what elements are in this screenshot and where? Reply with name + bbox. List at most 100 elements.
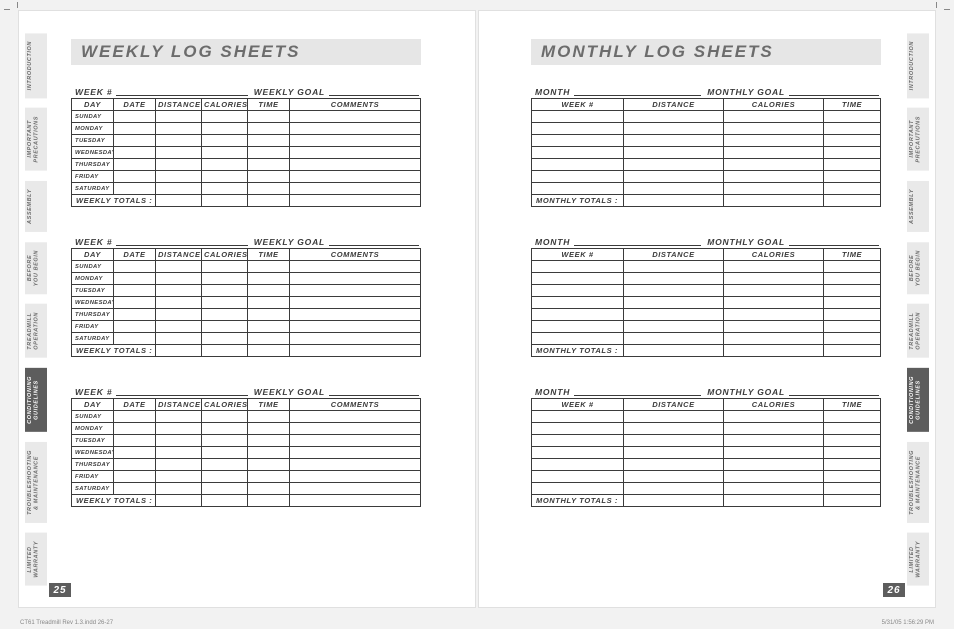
table-row: SUNDAY	[72, 261, 421, 273]
log-cell	[824, 309, 881, 321]
log-cell	[532, 333, 624, 345]
table-row: SATURDAY	[72, 333, 421, 345]
log-cell	[824, 333, 881, 345]
day-label: TUESDAY	[72, 435, 114, 447]
monthly-log-block: MONTHMONTHLY GOALWEEK #DISTANCECALORIEST…	[531, 237, 881, 357]
log-cell	[624, 297, 724, 309]
column-header: DISTANCE	[624, 249, 724, 261]
column-header: WEEK #	[532, 249, 624, 261]
column-header: DATE	[114, 99, 156, 111]
column-header: WEEK #	[532, 99, 624, 111]
log-cell	[532, 171, 624, 183]
month-label: MONTH	[531, 387, 572, 398]
log-cell	[248, 171, 290, 183]
log-cell	[824, 447, 881, 459]
log-cell	[156, 483, 202, 495]
weekly-log-table: DAYDATEDISTANCECALORIESTIMECOMMENTSSUNDA…	[71, 98, 421, 207]
day-label: FRIDAY	[72, 471, 114, 483]
table-row: FRIDAY	[72, 171, 421, 183]
log-cell	[156, 135, 202, 147]
log-cell	[202, 123, 248, 135]
log-cell	[824, 435, 881, 447]
table-row	[532, 135, 881, 147]
table-row	[532, 411, 881, 423]
monthly-totals-label: MONTHLY TOTALS :	[532, 345, 624, 357]
log-cell	[724, 147, 824, 159]
column-header: DATE	[114, 249, 156, 261]
day-label: SUNDAY	[72, 111, 114, 123]
log-cell	[532, 147, 624, 159]
log-cell	[202, 333, 248, 345]
section-tab-4: TREADMILL OPERATION	[25, 304, 47, 358]
log-cell	[824, 495, 881, 507]
table-row: THURSDAY	[72, 459, 421, 471]
day-label: SATURDAY	[72, 333, 114, 345]
table-row	[532, 147, 881, 159]
log-cell	[290, 297, 421, 309]
log-cell	[290, 111, 421, 123]
log-cell	[114, 297, 156, 309]
log-cell	[532, 423, 624, 435]
section-tab-5: CONDITIONING GUIDELINES	[25, 368, 47, 432]
column-header: TIME	[248, 99, 290, 111]
log-cell	[202, 459, 248, 471]
log-cell	[624, 411, 724, 423]
page-title-left: WEEKLY LOG SHEETS	[71, 39, 421, 65]
day-label: TUESDAY	[72, 135, 114, 147]
log-cell	[824, 297, 881, 309]
log-cell	[824, 183, 881, 195]
log-cell	[156, 495, 202, 507]
table-row: WEDNESDAY	[72, 447, 421, 459]
weekly-totals-label: WEEKLY TOTALS :	[72, 195, 156, 207]
section-tab-6: TROUBLESHOOTING & MAINTENANCE	[907, 442, 929, 523]
log-cell	[202, 285, 248, 297]
log-cell	[724, 171, 824, 183]
table-row	[532, 471, 881, 483]
log-cell	[156, 459, 202, 471]
weekly-log-table: DAYDATEDISTANCECALORIESTIMECOMMENTSSUNDA…	[71, 248, 421, 357]
monthly-goal-label: MONTHLY GOAL	[703, 387, 787, 398]
section-tabs-left: INTRODUCTIONIMPORTANT PRECAUTIONSASSEMBL…	[25, 33, 47, 585]
column-header: DISTANCE	[156, 399, 202, 411]
log-cell	[156, 297, 202, 309]
log-cell	[724, 495, 824, 507]
log-cell	[532, 435, 624, 447]
log-cell	[724, 123, 824, 135]
day-label: MONDAY	[72, 123, 114, 135]
log-cell	[624, 285, 724, 297]
log-cell	[824, 345, 881, 357]
log-cell	[532, 273, 624, 285]
log-cell	[114, 309, 156, 321]
page-right: INTRODUCTIONIMPORTANT PRECAUTIONSASSEMBL…	[478, 10, 936, 608]
column-header: DAY	[72, 249, 114, 261]
table-row	[532, 171, 881, 183]
log-cell	[290, 261, 421, 273]
log-cell	[290, 135, 421, 147]
table-row: MONDAY	[72, 423, 421, 435]
column-header: CALORIES	[724, 399, 824, 411]
monthly-log-table: WEEK #DISTANCECALORIESTIMEMONTHLY TOTALS…	[531, 248, 881, 357]
log-cell	[248, 273, 290, 285]
log-cell	[202, 195, 248, 207]
monthly-totals-label: MONTHLY TOTALS :	[532, 195, 624, 207]
monthly-blocks: MONTHMONTHLY GOALWEEK #DISTANCECALORIEST…	[531, 87, 881, 507]
day-label: THURSDAY	[72, 309, 114, 321]
column-header: TIME	[824, 249, 881, 261]
monthly-log-table: WEEK #DISTANCECALORIESTIMEMONTHLY TOTALS…	[531, 398, 881, 507]
log-cell	[724, 309, 824, 321]
log-cell	[824, 273, 881, 285]
log-cell	[156, 285, 202, 297]
log-cell	[202, 483, 248, 495]
log-cell	[290, 447, 421, 459]
log-cell	[248, 345, 290, 357]
section-tab-2: ASSEMBLY	[25, 181, 47, 232]
column-header: DISTANCE	[156, 249, 202, 261]
table-row	[532, 285, 881, 297]
page-left: INTRODUCTIONIMPORTANT PRECAUTIONSASSEMBL…	[18, 10, 476, 608]
log-cell	[248, 309, 290, 321]
table-row: TUESDAY	[72, 435, 421, 447]
log-cell	[724, 285, 824, 297]
day-label: SUNDAY	[72, 411, 114, 423]
log-cell	[290, 321, 421, 333]
log-cell	[624, 447, 724, 459]
